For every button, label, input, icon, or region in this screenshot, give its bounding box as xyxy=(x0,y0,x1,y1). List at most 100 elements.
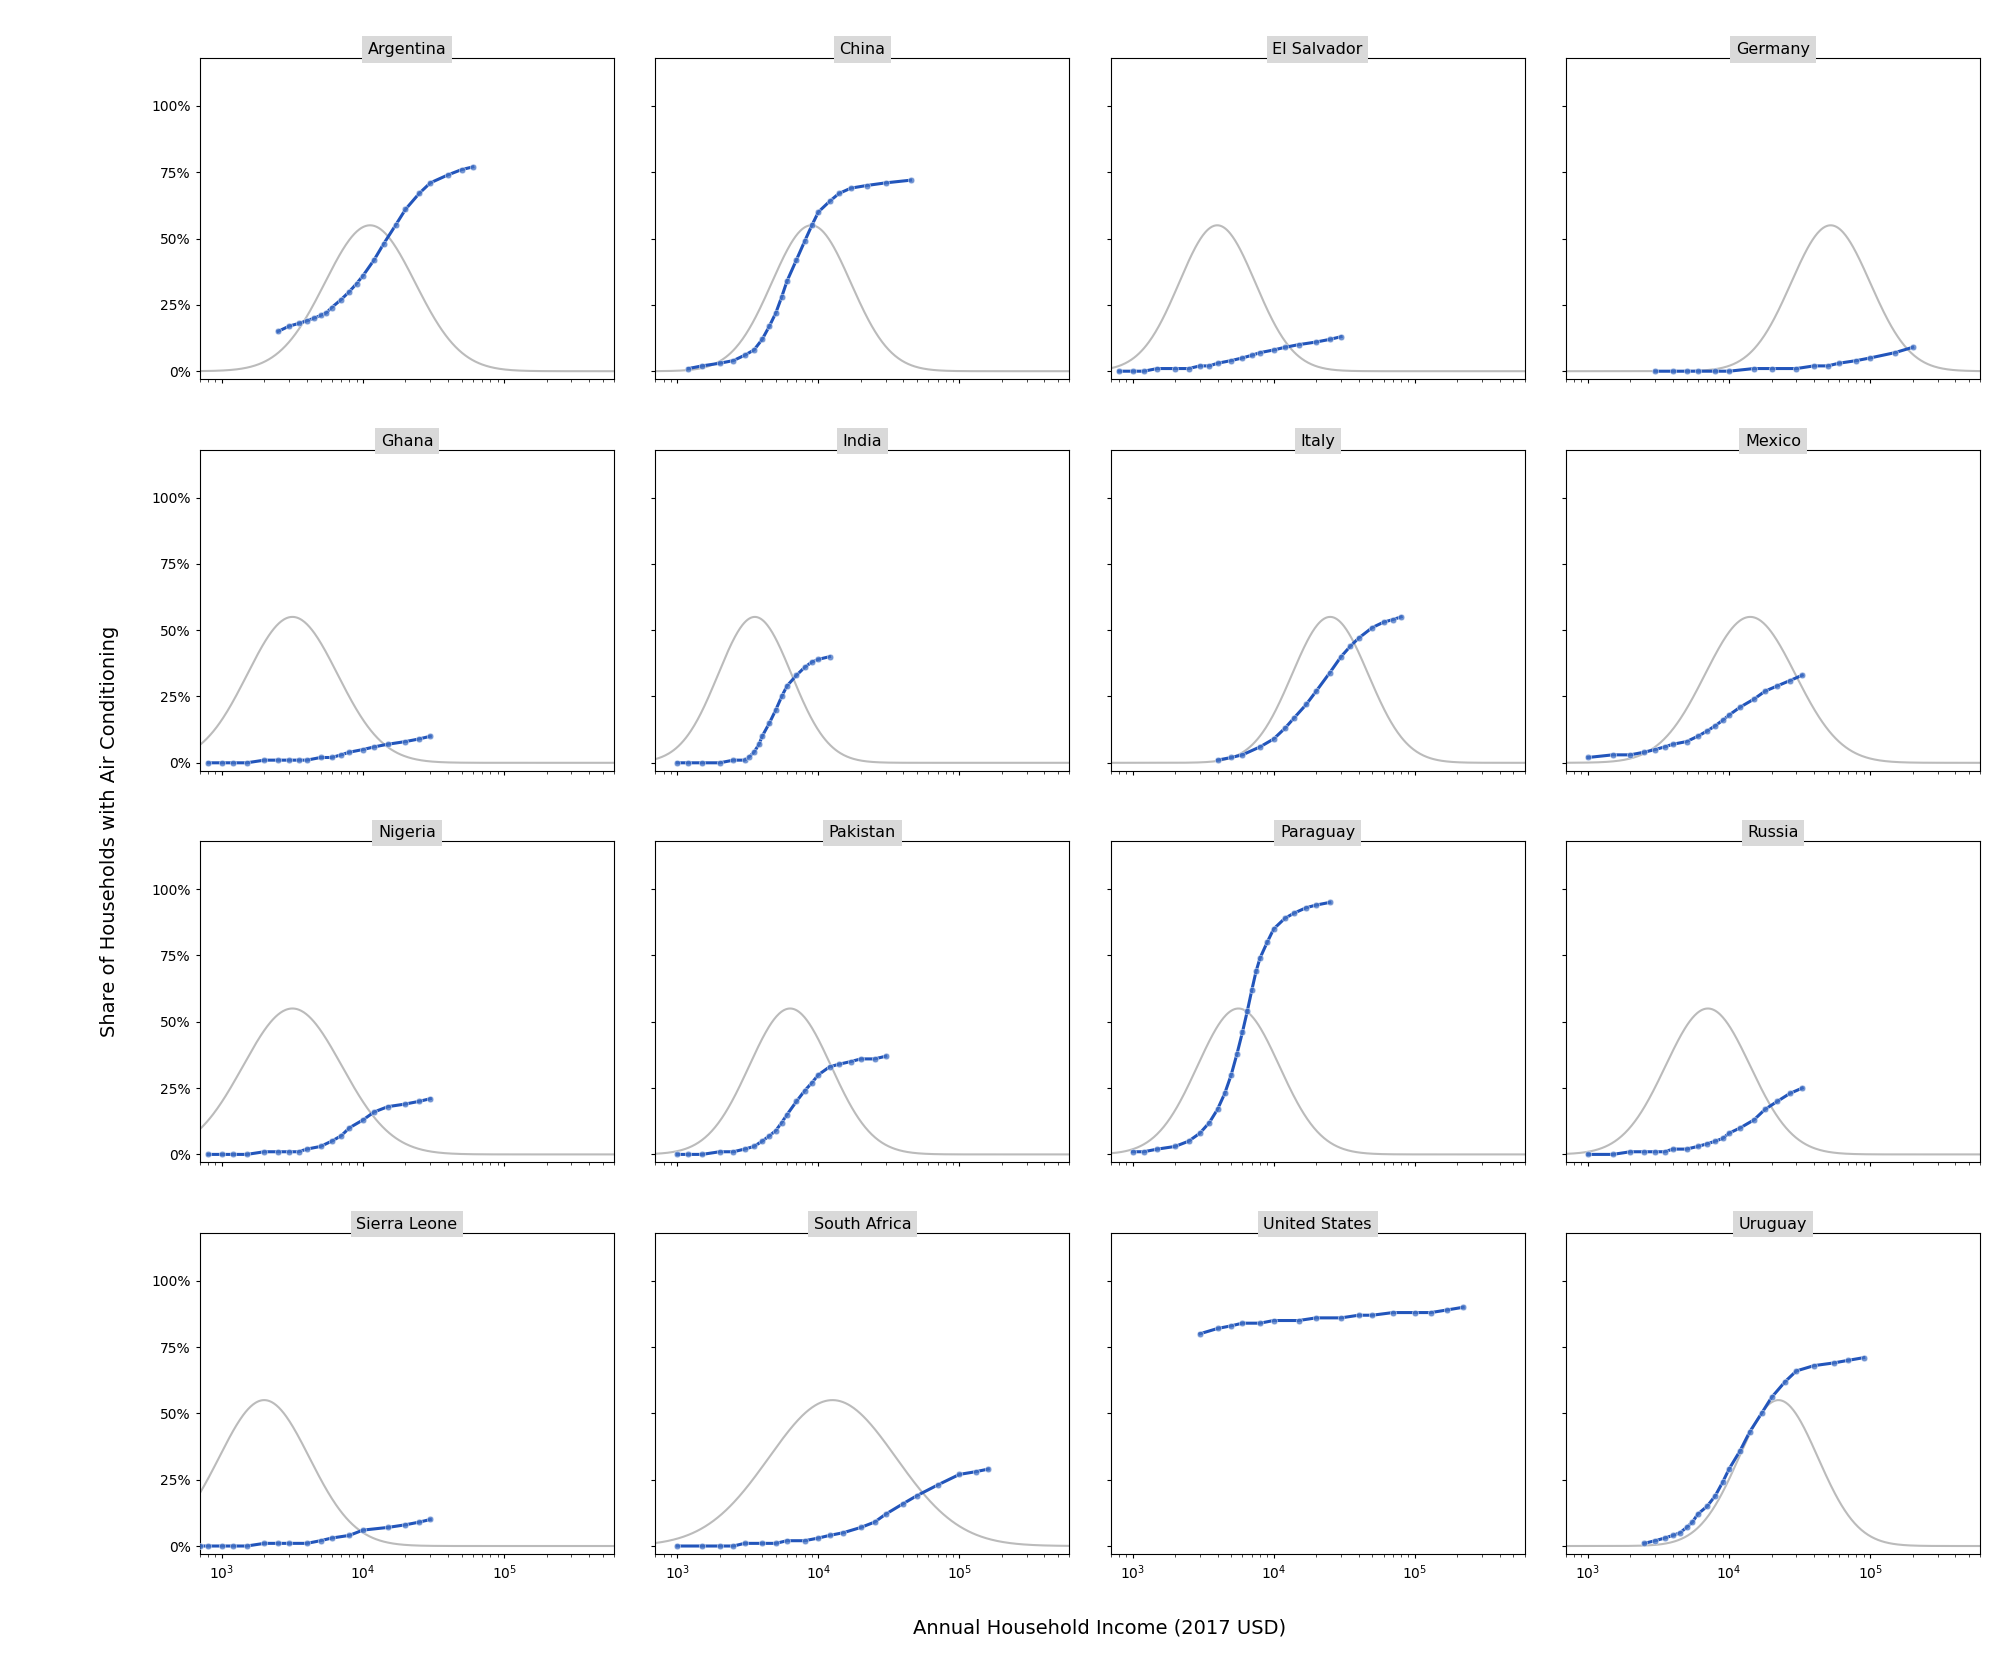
Point xyxy=(672,356,704,382)
Point xyxy=(1300,892,1332,919)
Point xyxy=(1202,746,1234,773)
Point xyxy=(746,723,778,750)
Point xyxy=(1268,334,1300,361)
Point xyxy=(192,750,224,776)
Point xyxy=(888,1491,920,1517)
Point xyxy=(192,1142,224,1168)
Point xyxy=(870,170,902,196)
Point xyxy=(1184,352,1216,379)
Point xyxy=(1314,326,1346,352)
Point xyxy=(1714,357,1746,384)
Point xyxy=(274,1138,306,1165)
Point xyxy=(1236,342,1268,369)
Point xyxy=(206,1532,238,1559)
Point xyxy=(326,286,358,312)
Point xyxy=(780,661,812,688)
Point xyxy=(1786,661,1818,688)
Point xyxy=(1640,1527,1672,1554)
Point xyxy=(1244,1310,1276,1336)
Point xyxy=(340,271,372,297)
Point xyxy=(1656,1522,1688,1549)
Point xyxy=(1692,1492,1724,1519)
Point xyxy=(858,1509,890,1536)
Point xyxy=(1278,705,1310,731)
Point xyxy=(1314,889,1346,916)
Text: Annual Household Income (2017 USD): Annual Household Income (2017 USD) xyxy=(914,1619,1286,1637)
Point xyxy=(290,307,322,334)
Point xyxy=(1116,357,1148,384)
Point xyxy=(230,1532,262,1559)
Point xyxy=(1268,715,1300,741)
Point xyxy=(1290,691,1322,718)
Point xyxy=(1706,706,1738,733)
Point xyxy=(274,1531,306,1557)
Point xyxy=(1258,337,1290,364)
Point xyxy=(834,1049,866,1075)
Point xyxy=(414,723,446,750)
Point xyxy=(1774,666,1806,693)
Point xyxy=(728,1135,760,1162)
Point xyxy=(1236,977,1268,1004)
Point xyxy=(1750,678,1782,705)
Title: Sierra Leone: Sierra Leone xyxy=(356,1217,458,1232)
Point xyxy=(218,750,250,776)
Point xyxy=(248,1138,280,1165)
Point xyxy=(1208,1080,1240,1107)
Point xyxy=(334,1115,366,1142)
Point xyxy=(1614,1138,1646,1165)
Point xyxy=(1226,741,1258,768)
Point xyxy=(718,1138,750,1165)
Point xyxy=(1664,1519,1696,1546)
Point xyxy=(262,746,294,773)
Point xyxy=(1798,1353,1830,1379)
Point xyxy=(1700,1483,1732,1509)
Point xyxy=(1194,1109,1226,1135)
Point xyxy=(192,1532,224,1559)
Title: Germany: Germany xyxy=(1736,42,1810,57)
Point xyxy=(802,1062,834,1089)
Point xyxy=(1700,357,1732,384)
Point xyxy=(1142,356,1174,382)
Point xyxy=(780,246,812,273)
Point xyxy=(662,1142,694,1168)
Point xyxy=(456,153,488,179)
Point xyxy=(1840,347,1872,374)
Point xyxy=(1724,1115,1756,1142)
Point xyxy=(218,1532,250,1559)
Title: India: India xyxy=(842,434,882,449)
Point xyxy=(262,317,294,344)
Point xyxy=(972,1456,1004,1483)
Point xyxy=(1682,723,1714,750)
Point xyxy=(1756,1384,1788,1411)
Point xyxy=(230,1142,262,1168)
Title: Italy: Italy xyxy=(1300,434,1336,449)
Point xyxy=(738,1133,770,1160)
Point xyxy=(1724,1438,1756,1464)
Point xyxy=(760,299,792,326)
Point xyxy=(334,740,366,766)
Point xyxy=(1670,1514,1702,1541)
Point xyxy=(1448,1295,1480,1321)
Point xyxy=(746,1128,778,1155)
Point xyxy=(1738,356,1770,382)
Point xyxy=(1628,740,1660,766)
Point xyxy=(1692,1130,1724,1157)
Title: United States: United States xyxy=(1264,1217,1372,1232)
Point xyxy=(248,746,280,773)
Point xyxy=(290,1135,322,1162)
Point xyxy=(316,1524,348,1551)
Point xyxy=(788,655,820,681)
Point xyxy=(206,750,238,776)
Point xyxy=(414,1506,446,1532)
Point xyxy=(802,199,834,226)
Point xyxy=(1780,356,1812,382)
Point xyxy=(1300,1305,1332,1331)
Point xyxy=(1216,1313,1248,1340)
Point xyxy=(1676,1509,1708,1536)
Point xyxy=(718,1532,750,1559)
Point xyxy=(290,1531,322,1557)
Point xyxy=(796,213,828,239)
Point xyxy=(390,1511,422,1537)
Point xyxy=(1762,1089,1794,1115)
Point xyxy=(346,263,378,289)
